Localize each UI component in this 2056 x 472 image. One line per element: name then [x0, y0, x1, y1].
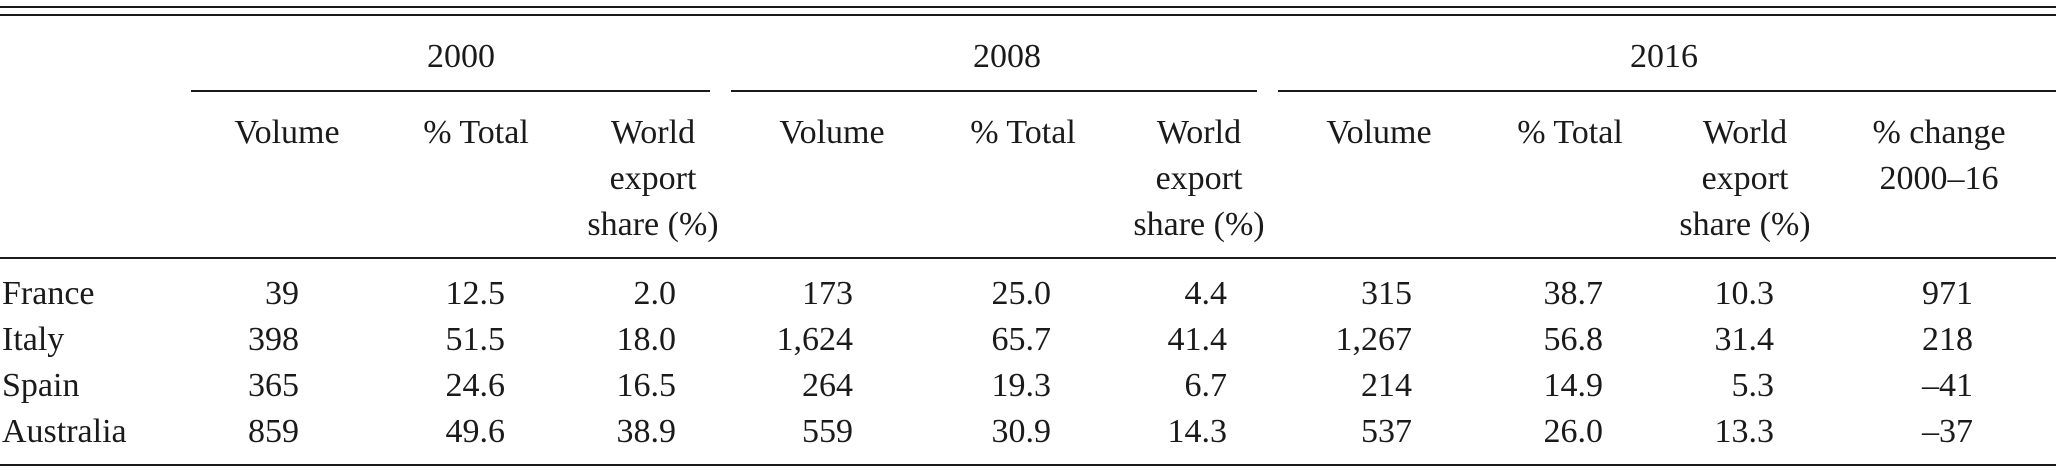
col-header-world-share-2008: World export share (%): [1133, 114, 1265, 243]
cell-pct-total-2016: 26.0: [1543, 413, 1604, 450]
year-2000-underline: [191, 90, 710, 92]
header-bottom-rule: [0, 257, 2056, 259]
cell-world-share-2008: 6.7: [1184, 367, 1228, 404]
year-header-2008: 2008: [973, 38, 1041, 75]
cell-world-share-2016: 31.4: [1714, 321, 1775, 358]
col-header-pct-total-2008: % Total: [970, 114, 1076, 151]
cell-world-share-2000: 16.5: [616, 367, 677, 404]
cell-pct-change: –41: [1922, 367, 1973, 404]
year-2008-underline: [731, 90, 1257, 92]
cell-world-share-2008: 14.3: [1167, 413, 1228, 450]
cell-pct-total-2008: 30.9: [991, 413, 1052, 450]
col-header-pct-total-2000: % Total: [423, 114, 529, 151]
cell-pct-total-2008: 25.0: [991, 275, 1052, 312]
col-header-pct-change: % change 2000–16: [1872, 114, 2006, 197]
table-bottom-rule: [0, 464, 2056, 466]
row-label-country: France: [2, 275, 95, 312]
cell-pct-total-2016: 14.9: [1543, 367, 1604, 404]
col-header-pct-total-2016: % Total: [1517, 114, 1623, 151]
cell-volume-2008: 264: [802, 367, 853, 404]
cell-volume-2008: 1,624: [776, 321, 854, 358]
row-label-country: Italy: [2, 321, 65, 358]
cell-pct-total-2008: 65.7: [991, 321, 1052, 358]
cell-pct-change: 218: [1922, 321, 1973, 358]
cell-pct-change: –37: [1922, 413, 1973, 450]
year-header-2016: 2016: [1630, 38, 1698, 75]
cell-volume-2000: 859: [248, 413, 299, 450]
cell-world-share-2016: 13.3: [1714, 413, 1775, 450]
cell-world-share-2000: 38.9: [616, 413, 677, 450]
cell-volume-2008: 173: [802, 275, 853, 312]
cell-volume-2008: 559: [802, 413, 853, 450]
cell-pct-total-2000: 51.5: [445, 321, 506, 358]
year-header-2000: 2000: [427, 38, 495, 75]
cell-pct-total-2000: 12.5: [445, 275, 506, 312]
row-label-country: Spain: [2, 367, 80, 404]
cell-volume-2000: 365: [248, 367, 299, 404]
col-header-world-share-2000: World export share (%): [587, 114, 719, 243]
cell-world-share-2000: 2.0: [633, 275, 677, 312]
table-top-rule: [0, 14, 2056, 16]
cell-pct-total-2016: 56.8: [1543, 321, 1604, 358]
col-header-volume-2000: Volume: [234, 114, 340, 151]
row-label-country: Australia: [2, 413, 127, 450]
cell-volume-2016: 537: [1361, 413, 1412, 450]
cell-pct-change: 971: [1922, 275, 1973, 312]
cell-pct-total-2016: 38.7: [1543, 275, 1604, 312]
col-header-volume-2008: Volume: [779, 114, 885, 151]
cell-world-share-2008: 4.4: [1184, 275, 1228, 312]
col-header-world-share-2016: World export share (%): [1679, 114, 1811, 243]
cell-volume-2016: 214: [1361, 367, 1412, 404]
cell-pct-total-2000: 24.6: [445, 367, 506, 404]
cell-world-share-2008: 41.4: [1167, 321, 1228, 358]
cell-world-share-2000: 18.0: [616, 321, 677, 358]
cell-pct-total-2000: 49.6: [445, 413, 506, 450]
cell-volume-2000: 398: [248, 321, 299, 358]
cell-volume-2016: 1,267: [1335, 321, 1413, 358]
cell-volume-2000: 39: [265, 275, 299, 312]
table-top-rule-thick: [0, 6, 2056, 8]
year-2016-underline: [1278, 90, 2056, 92]
cell-volume-2016: 315: [1361, 275, 1412, 312]
cell-world-share-2016: 10.3: [1714, 275, 1775, 312]
cell-pct-total-2008: 19.3: [991, 367, 1052, 404]
cell-world-share-2016: 5.3: [1731, 367, 1775, 404]
col-header-volume-2016: Volume: [1326, 114, 1432, 151]
